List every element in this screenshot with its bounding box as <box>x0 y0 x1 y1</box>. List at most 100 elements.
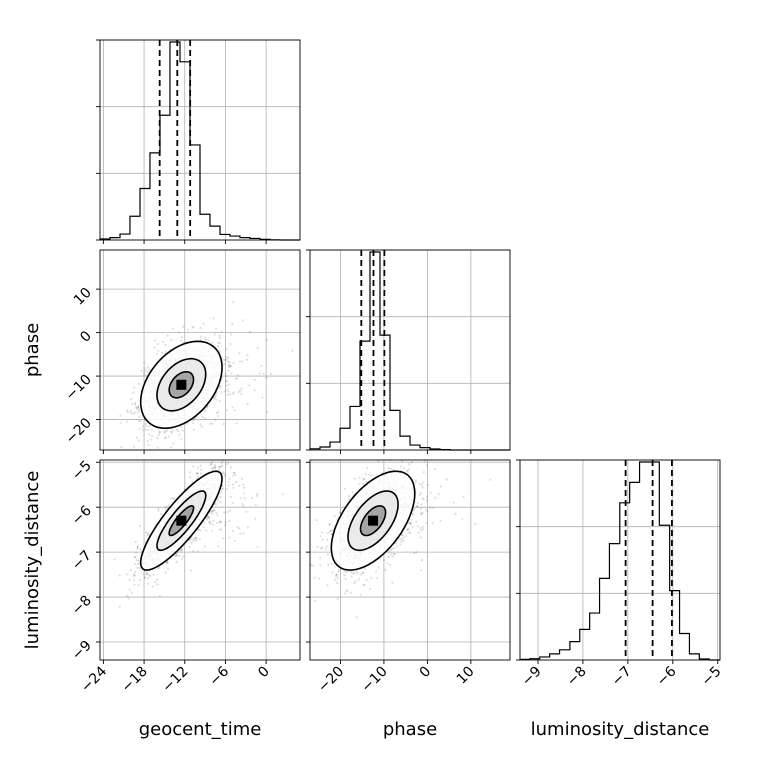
scatter-point <box>222 423 225 426</box>
scatter-point <box>269 372 273 376</box>
scatter-point <box>157 349 160 352</box>
scatter-point <box>335 574 338 577</box>
scatter-point <box>437 493 440 496</box>
scatter-point <box>215 394 218 397</box>
scatter-point <box>165 429 168 432</box>
scatter-point <box>400 538 403 541</box>
scatter-point <box>160 513 163 516</box>
x-tick-label: −20 <box>315 664 347 696</box>
xlabel-geocent-time: geocent_time <box>139 719 262 740</box>
scatter-point <box>242 532 245 535</box>
scatter-point <box>352 572 355 575</box>
scatter-point <box>260 364 263 367</box>
scatter-point <box>144 423 147 426</box>
scatter-point <box>361 571 365 574</box>
x-tick-label: −6 <box>206 663 232 689</box>
scatter-point <box>193 418 196 421</box>
scatter-point <box>192 538 195 541</box>
x-tick-label: −9 <box>519 664 545 690</box>
scatter-point <box>220 330 223 333</box>
scatter-point <box>425 522 428 525</box>
scatter-point <box>139 420 143 423</box>
scatter-point <box>362 482 365 485</box>
scatter-point <box>204 409 207 412</box>
scatter-point <box>221 464 224 467</box>
scatter-point <box>157 507 160 510</box>
scatter-point <box>429 506 432 509</box>
scatter-point <box>198 537 201 541</box>
scatter-point <box>225 358 228 361</box>
scatter-point <box>209 522 212 525</box>
scatter-point <box>133 575 136 578</box>
scatter-point <box>149 438 152 441</box>
scatter-point <box>325 545 328 548</box>
scatter-point <box>165 561 168 565</box>
scatter-point <box>182 555 185 558</box>
scatter-point <box>146 370 149 373</box>
scatter-point <box>319 564 322 567</box>
scatter-point <box>245 510 248 513</box>
scatter-point <box>176 554 179 557</box>
scatter-point <box>203 417 206 420</box>
scatter-point <box>218 336 221 339</box>
scatter-point <box>429 491 433 494</box>
y-tick-label: −6 <box>69 503 95 529</box>
scatter-point <box>137 382 140 385</box>
scatter-point <box>242 504 245 507</box>
x-tick-label: −6 <box>654 663 680 689</box>
scatter-point <box>344 577 347 581</box>
scatter-point <box>211 466 214 469</box>
scatter-point <box>192 428 195 431</box>
scatter-point <box>400 533 403 537</box>
scatter-point <box>218 350 221 353</box>
scatter-point <box>170 339 173 342</box>
scatter-point <box>408 521 411 524</box>
scatter-point <box>136 546 139 549</box>
scatter-point <box>384 568 387 572</box>
scatter-point <box>236 374 239 377</box>
scatter-point <box>228 536 231 539</box>
scatter-point <box>427 483 430 487</box>
scatter-point <box>207 516 210 520</box>
panel-hist-luminosity-distance: −9 −8 −7 −6 −5 <box>516 459 725 690</box>
scatter-point <box>196 472 199 475</box>
scatter-point <box>238 527 241 530</box>
x-tick-label: 10 <box>454 664 478 688</box>
scatter-point <box>335 575 338 578</box>
scatter-point <box>217 498 220 501</box>
scatter-point <box>132 579 136 582</box>
scatter-point <box>415 520 418 523</box>
scatter-point <box>208 516 211 519</box>
scatter-point <box>253 389 256 392</box>
panel-hist-phase <box>306 249 511 454</box>
scatter-point <box>199 326 202 329</box>
scatter-point <box>226 393 229 396</box>
scatter-point <box>135 436 138 439</box>
scatter-point <box>163 430 166 433</box>
scatter-point <box>370 474 373 477</box>
scatter-point <box>439 519 442 522</box>
scatter-point <box>401 536 404 539</box>
scatter-point <box>158 431 161 434</box>
scatter-point <box>144 576 147 579</box>
scatter-point <box>358 476 361 479</box>
scatter-point <box>161 351 164 354</box>
scatter-point <box>158 431 161 434</box>
scatter-point <box>413 508 416 511</box>
scatter-point <box>232 361 235 364</box>
scatter-point <box>219 501 222 504</box>
scatter-point <box>181 429 184 432</box>
scatter-point <box>156 342 159 346</box>
scatter-point <box>316 545 319 548</box>
scatter-point <box>164 343 167 346</box>
scatter-point <box>345 571 348 574</box>
scatter-point <box>147 428 150 432</box>
scatter-point <box>219 528 222 531</box>
scatter-point <box>234 473 237 476</box>
scatter-point <box>217 545 220 548</box>
scatter-point <box>415 479 418 483</box>
scatter-point <box>391 555 395 558</box>
scatter-point <box>136 545 139 548</box>
scatter-point <box>175 553 178 556</box>
scatter-point <box>329 530 332 533</box>
